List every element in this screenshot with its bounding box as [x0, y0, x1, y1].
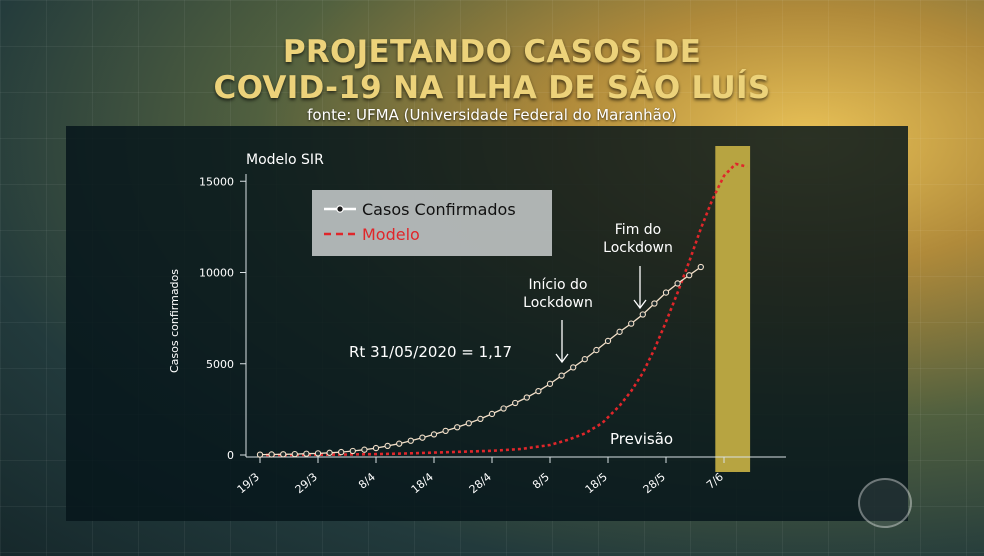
x-ticks: 19/3 29/3 8/4 18/4 28/4 8/5 18/5 28/5 7/6: [235, 457, 726, 496]
source-caption: fonte: UFMA (Universidade Federal do Mar…: [307, 106, 677, 124]
cases-point: [604, 337, 612, 345]
cases-point: [396, 440, 403, 447]
cases-point: [419, 434, 426, 441]
x-tick-label: 28/5: [641, 470, 668, 496]
chart-title: Modelo SIR: [246, 152, 324, 168]
cases-point: [430, 431, 438, 438]
cases-point: [349, 447, 356, 455]
cases-point: [280, 451, 287, 458]
lockdown-start-line2: Lockdown: [523, 295, 593, 311]
cases-point: [442, 427, 449, 435]
x-tick-label: 18/4: [409, 470, 436, 496]
sir-model-chart: Modelo SIR Casos confirmados 0 5000 10000 1…: [168, 146, 786, 496]
cases-point: [523, 394, 530, 401]
cases-point: [361, 446, 368, 453]
cases-point: [651, 300, 658, 307]
cases-point: [581, 356, 588, 363]
model-line: [259, 162, 748, 457]
lockdown-start-line1: Início do: [529, 277, 588, 293]
cases-point: [303, 450, 310, 457]
cases-point: [326, 449, 333, 456]
cases-point: [338, 448, 345, 456]
lockdown-end-line1: Fim do: [615, 222, 661, 238]
floor-reflection: [200, 528, 820, 552]
cases-point: [558, 372, 565, 379]
cases-point: [639, 311, 646, 318]
y-axis-label: Casos confirmados: [168, 269, 181, 373]
cases-point: [662, 289, 670, 296]
cases-point: [291, 450, 298, 458]
y-tick-label: 10000: [199, 267, 234, 280]
chart-panel: Modelo SIR Casos confirmados 0 5000 10000 1…: [66, 126, 908, 521]
x-tick-label: 7/6: [704, 470, 726, 491]
cases-point: [500, 405, 507, 412]
cases-point: [372, 444, 380, 452]
series-casos-confirmados: [256, 263, 704, 458]
x-tick-label: 8/5: [530, 470, 552, 491]
x-tick-label: 28/4: [467, 470, 494, 496]
rt-annotation: Rt 31/05/2020 = 1,17: [349, 343, 512, 361]
cases-point: [616, 328, 623, 335]
cases-point: [407, 437, 414, 444]
legend-cases-marker: [336, 205, 344, 213]
broadcaster-logo-watermark: [858, 478, 912, 528]
cases-point: [454, 424, 461, 431]
y-tick-label: 15000: [199, 175, 234, 188]
cases-point: [488, 410, 496, 418]
page-title-line1: PROJETANDO CASOS DE: [282, 34, 702, 70]
y-tick-label: 5000: [206, 358, 234, 371]
series-modelo: [259, 162, 748, 457]
cases-point: [593, 346, 600, 354]
cases-point: [628, 320, 635, 327]
cases-point: [256, 451, 264, 458]
cases-point: [535, 387, 542, 395]
legend-box: [312, 190, 552, 256]
forecast-band: [715, 146, 751, 472]
legend: Casos Confirmados Modelo: [312, 190, 552, 256]
cases-point: [570, 364, 577, 371]
cases-point: [384, 442, 391, 450]
cases-point: [268, 451, 275, 458]
cases-point: [314, 450, 322, 457]
cases-point: [512, 399, 519, 407]
x-tick-label: 8/4: [356, 470, 378, 491]
cases-point: [674, 280, 681, 287]
legend-cases-label: Casos Confirmados: [362, 200, 516, 219]
lockdown-end-arrow: [633, 266, 647, 310]
y-tick-label: 0: [227, 449, 234, 462]
lockdown-end-line2: Lockdown: [603, 240, 673, 256]
y-ticks: 0 5000 10000 15000: [199, 175, 246, 462]
x-tick-label: 18/5: [583, 470, 610, 496]
cases-point: [546, 380, 554, 387]
forecast-label: Previsão: [610, 430, 673, 448]
page-title-line2: COVID-19 NA ILHA DE SÃO LUÍS: [213, 70, 771, 106]
x-tick-label: 19/3: [235, 470, 262, 496]
lockdown-start-arrow: [555, 320, 569, 364]
cases-point: [697, 263, 704, 271]
legend-model-label: Modelo: [362, 225, 420, 244]
x-tick-label: 29/3: [293, 470, 320, 496]
cases-point: [465, 420, 472, 427]
cases-point: [686, 272, 693, 279]
cases-point: [477, 415, 484, 423]
